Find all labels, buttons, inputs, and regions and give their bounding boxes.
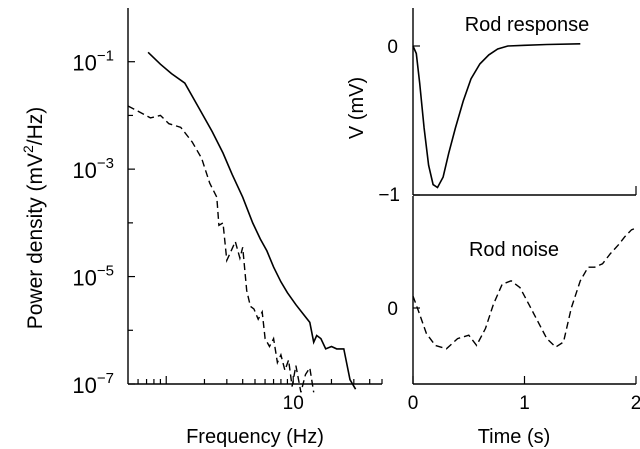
x-tick-label: 2: [631, 393, 640, 414]
x-tick-label: 1: [519, 393, 530, 414]
x-axis-label: Frequency (Hz): [186, 426, 324, 448]
y-tick-label: −1: [378, 185, 400, 206]
y-tick-label: 10−7: [72, 370, 114, 398]
x-axis-label: Time (s): [478, 426, 551, 448]
y-axis-label: Power density (mV2/Hz): [20, 107, 47, 330]
y-tick-label: 10−5: [72, 263, 114, 291]
panel-title: Rod noise: [469, 239, 559, 261]
y-tick-label: 10−3: [72, 155, 114, 183]
rod-response-line: [412, 43, 581, 189]
y-tick-label: 0: [387, 37, 398, 58]
y-tick-label: 0: [387, 299, 398, 320]
response-spectrum-solid-line: [147, 51, 357, 390]
noise-spectrum-dashed-line: [127, 105, 315, 393]
x-tick-label: 10: [283, 393, 304, 414]
power-spectrum-panel: 10−1 10−3 10−5 10−7 10 Frequency (Hz) Power de…: [20, 8, 383, 448]
y-tick-label: 10−1: [72, 48, 114, 76]
rod-noise-panel: 0 0 1 2 Rod noise Time (s): [387, 196, 640, 448]
y-axis-label: V (mV): [346, 77, 368, 139]
panel-title: Rod response: [465, 14, 590, 36]
x-tick-label: 0: [408, 393, 419, 414]
rod-response-panel: 0 −1 Rod response V (mV): [346, 8, 637, 206]
rod-noise-dashed-line: [412, 227, 637, 350]
